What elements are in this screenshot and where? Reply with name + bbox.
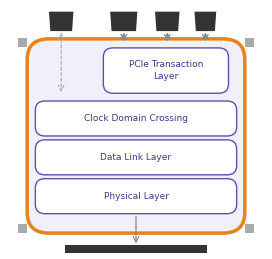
Bar xyxy=(65,245,207,253)
Bar xyxy=(245,224,254,233)
FancyBboxPatch shape xyxy=(27,39,245,233)
FancyBboxPatch shape xyxy=(35,179,237,214)
Polygon shape xyxy=(155,12,180,31)
Text: Physical Layer: Physical Layer xyxy=(104,192,168,201)
Polygon shape xyxy=(49,12,73,31)
FancyBboxPatch shape xyxy=(35,140,237,175)
Text: Data Link Layer: Data Link Layer xyxy=(100,153,172,162)
Bar xyxy=(18,38,27,47)
Polygon shape xyxy=(194,12,216,31)
Polygon shape xyxy=(110,12,137,31)
FancyBboxPatch shape xyxy=(35,101,237,136)
Bar xyxy=(18,224,27,233)
Text: Clock Domain Crossing: Clock Domain Crossing xyxy=(84,114,188,123)
FancyBboxPatch shape xyxy=(103,48,228,93)
Bar xyxy=(245,38,254,47)
Text: PCIe Transaction
Layer: PCIe Transaction Layer xyxy=(129,60,203,81)
